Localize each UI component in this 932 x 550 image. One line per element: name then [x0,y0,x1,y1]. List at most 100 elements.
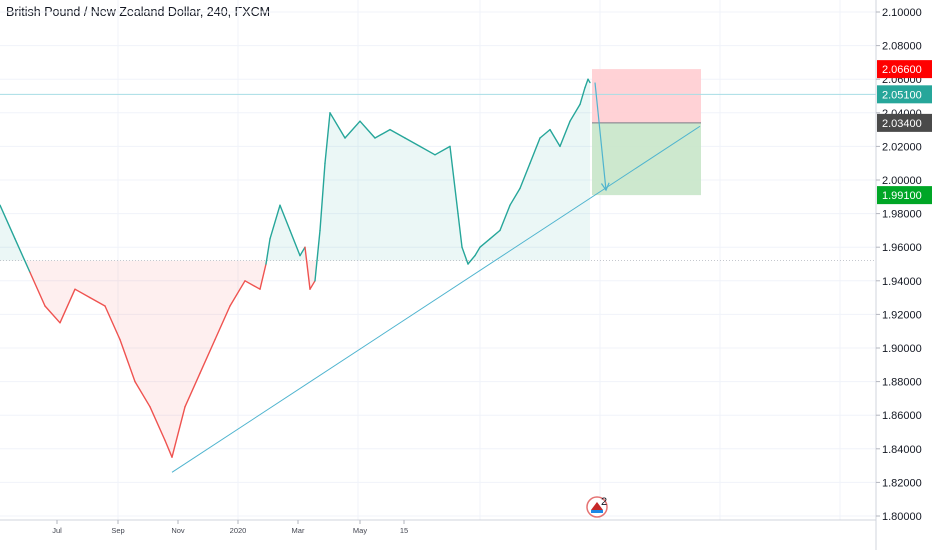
price-segment [449,145,459,215]
price-segment [587,78,591,84]
trendline[interactable] [171,125,701,473]
time-tick-label: 2020 [230,526,247,535]
grid [0,0,876,520]
price-tick-label: 1.80000 [882,511,922,523]
price-tick-label: 2.10000 [882,7,922,19]
price-segment [539,128,551,139]
price-segment [359,120,376,139]
price-segment [171,406,186,458]
price-segment [509,187,521,206]
price-segment [374,128,391,139]
drawing-lines[interactable] [0,82,876,473]
price-segment [559,120,571,148]
fill-below-baseline [24,260,471,458]
price-segment [549,128,561,148]
price-tick-label: 1.94000 [882,276,922,288]
time-tick-label: 15 [400,526,408,535]
price-segment [467,254,476,265]
price-segment [149,406,166,442]
price-badge-label-stop: 2.06600 [882,64,922,76]
price-segment [324,112,331,164]
event-badge-icon [591,502,603,510]
projection-arrow-head[interactable] [600,182,610,192]
price-segment [59,288,76,324]
price-segment [434,145,451,156]
price-segment [229,280,246,307]
price-segment [404,137,421,148]
price-badge-label-target: 1.99100 [882,190,922,202]
price-segment [569,103,581,122]
price-segment [479,238,491,248]
event-badge-base [591,510,603,513]
time-tick-label: Nov [171,526,185,535]
price-segment [164,439,173,458]
price-segment [461,246,469,265]
price-segment [14,238,31,274]
price-segment [44,305,61,324]
price-tick-label: 1.90000 [882,343,922,355]
area-fills [0,79,876,458]
take-profit-zone[interactable] [592,122,701,196]
price-tick-label: 1.96000 [882,242,922,254]
time-tick-label: Jul [52,526,62,535]
price-segment [89,296,106,307]
price-segment [344,120,361,139]
price-segment [319,162,326,232]
price-segment [579,86,586,106]
price-badge-entry [877,113,932,132]
event-badge[interactable]: 2 [586,496,608,518]
price-segment [329,112,346,139]
price-tick-label: 1.98000 [882,209,922,221]
price-segment [499,204,511,232]
price-segment [119,338,136,383]
price-badge-target [877,186,932,205]
price-segment [584,78,589,89]
price-badge-label-entry: 2.03400 [882,118,922,130]
price-segment [265,238,271,265]
price-segment [389,128,406,139]
projection-arrow-shaft[interactable] [594,82,607,191]
price-segment [244,280,261,290]
price-segment [184,372,201,408]
price-segment [74,288,91,299]
price-axis[interactable]: 2.100002.080002.060002.040002.020002.000… [875,0,922,550]
price-tick-label: 2.08000 [882,41,922,53]
price-segment [29,271,46,307]
price-tick-label: 1.82000 [882,477,922,489]
price-segment [529,137,541,164]
price-segment [309,280,316,290]
price-tick-label: 1.88000 [882,377,922,389]
price-segment [199,338,216,374]
price-segment [314,229,321,282]
price-segment [304,246,311,290]
time-tick-label: May [353,526,367,535]
price-segment [299,246,306,257]
price-tick-label: 2.02000 [882,141,922,153]
price-segment [489,229,501,240]
event-badge-count: 2 [601,496,607,508]
price-segment [474,246,481,257]
price-segment [279,204,291,232]
price-series [0,78,591,458]
price-badge-label-last: 2.05100 [882,89,922,101]
price-segment [519,162,531,190]
price-segment [214,305,231,341]
time-axis[interactable]: Jul Sep Nov 2020 Mar May 15 [0,519,876,535]
price-badge-last [877,85,932,104]
price-segment [0,204,16,240]
price-segment [269,204,281,240]
price-segment [259,263,267,290]
price-tick-label: 1.92000 [882,309,922,321]
price-segment [104,305,121,341]
position-zones[interactable] [592,69,701,196]
fill-above-baseline [0,79,590,261]
stop-loss-zone[interactable] [592,69,701,123]
price-tick-label: 1.84000 [882,444,922,456]
price-segment [457,212,463,248]
price-badge-stop [877,60,932,79]
price-tick-label: 1.86000 [882,410,922,422]
price-segment [289,229,301,257]
price-badges: 2.06600 2.05100 2.03400 1.99100 [877,60,932,205]
time-tick-label: Mar [292,526,305,535]
